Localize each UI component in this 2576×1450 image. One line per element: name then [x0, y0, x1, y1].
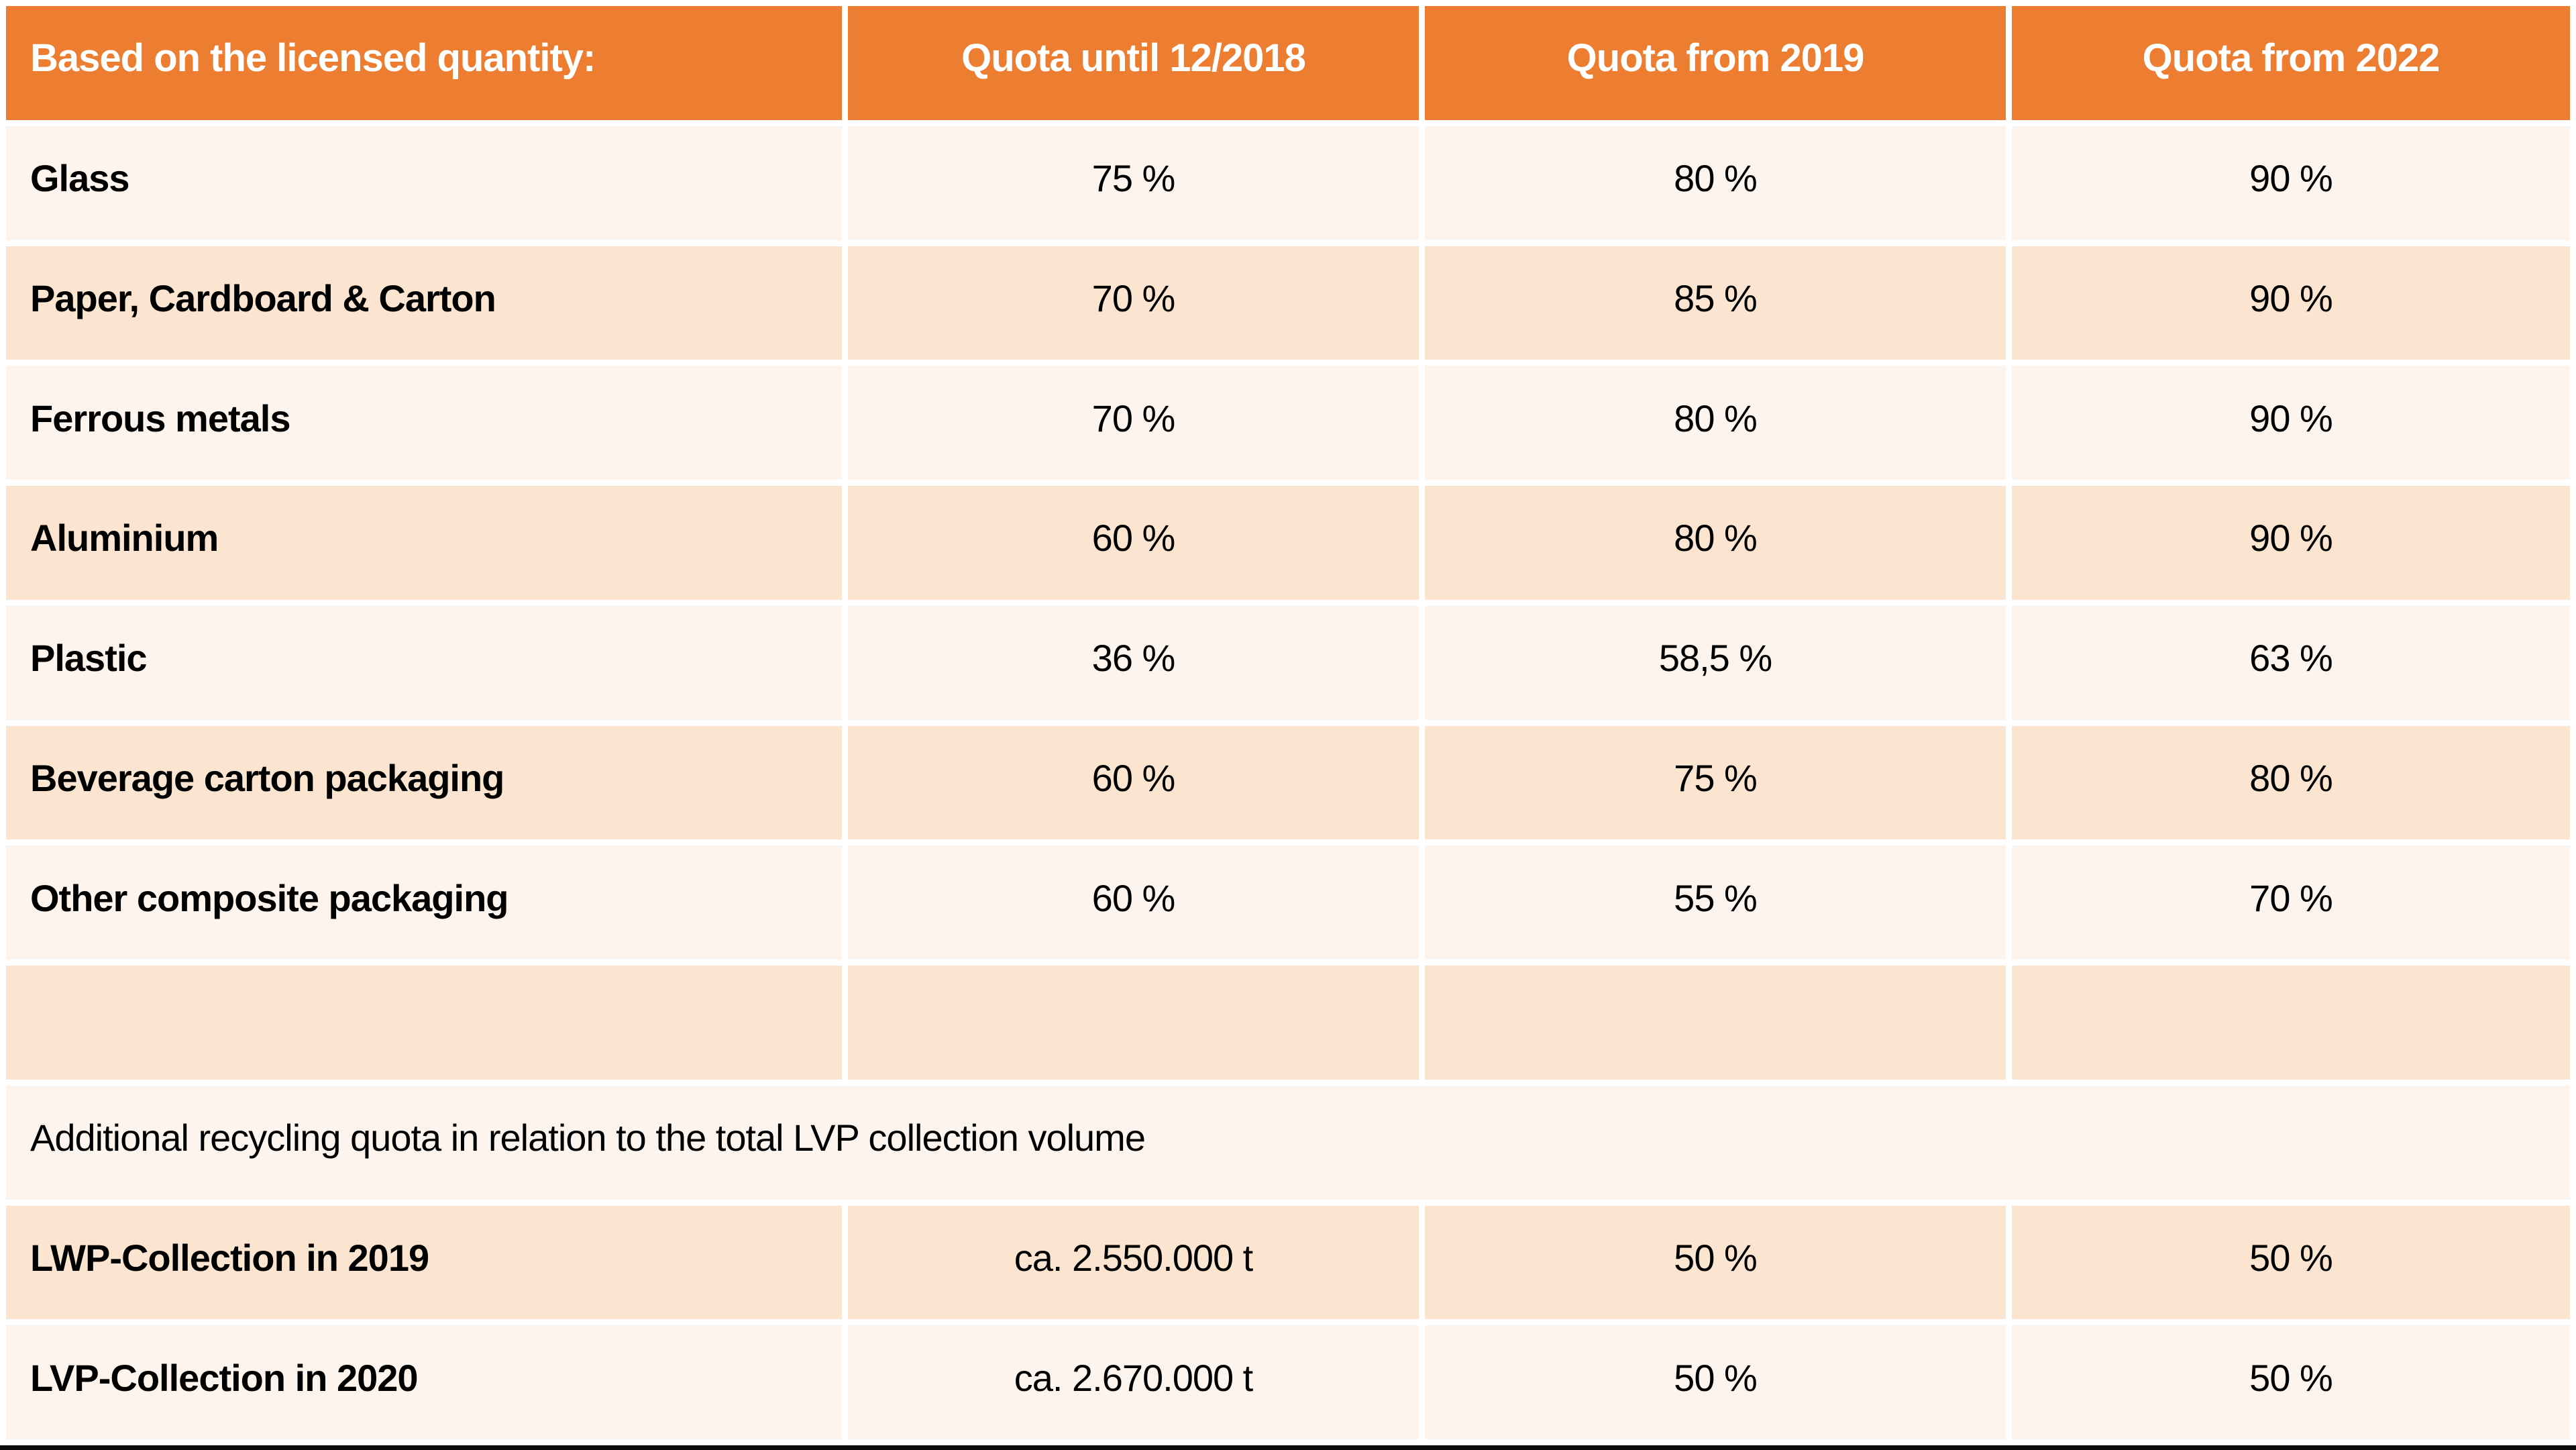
cell-plastic-quota-from-2022: 63 %: [2012, 605, 2570, 720]
row-label-lvp-collection-2020: LVP-Collection in 2020: [6, 1325, 842, 1439]
column-header-quota-from-2022: Quota from 2022: [2012, 6, 2570, 120]
row-label-ferrous-metals: Ferrous metals: [6, 366, 842, 480]
cell-lvp-2020-quota-from-2019: 50 %: [1425, 1325, 2006, 1439]
cell-aluminium-quota-until-2018: 60 %: [848, 486, 1419, 600]
cell-other-composite-quota-from-2019: 55 %: [1425, 845, 2006, 960]
cell-plastic-quota-until-2018: 36 %: [848, 605, 1419, 720]
cell-ferrous-quota-until-2018: 70 %: [848, 366, 1419, 480]
bottom-edge-bar: [0, 1445, 2576, 1450]
cell-plastic-quota-from-2019: 58,5 %: [1425, 605, 2006, 720]
row-label-glass: Glass: [6, 125, 842, 240]
row-label-aluminium: Aluminium: [6, 486, 842, 600]
note-additional-recycling-quota: Additional recycling quota in relation t…: [6, 1085, 2570, 1200]
row-label-plastic: Plastic: [6, 605, 842, 720]
cell-other-composite-quota-until-2018: 60 %: [848, 845, 1419, 960]
cell-beverage-quota-until-2018: 60 %: [848, 725, 1419, 840]
cell-glass-quota-from-2022: 90 %: [2012, 125, 2570, 240]
cell-glass-quota-until-2018: 75 %: [848, 125, 1419, 240]
column-header-quota-from-2019: Quota from 2019: [1425, 6, 2006, 120]
cell-paper-quota-until-2018: 70 %: [848, 246, 1419, 360]
row-label-beverage-carton-packaging: Beverage carton packaging: [6, 725, 842, 840]
cell-beverage-quota-from-2022: 80 %: [2012, 725, 2570, 840]
row-label-other-composite-packaging: Other composite packaging: [6, 845, 842, 960]
cell-ferrous-quota-from-2019: 80 %: [1425, 366, 2006, 480]
empty-cell: [6, 966, 842, 1080]
cell-lvp-2020-collection-volume: ca. 2.670.000 t: [848, 1325, 1419, 1439]
cell-paper-quota-from-2019: 85 %: [1425, 246, 2006, 360]
row-label-lwp-collection-2019: LWP-Collection in 2019: [6, 1205, 842, 1320]
cell-lwp-2019-quota-from-2022: 50 %: [2012, 1205, 2570, 1320]
cell-lwp-2019-collection-volume: ca. 2.550.000 t: [848, 1205, 1419, 1320]
cell-paper-quota-from-2022: 90 %: [2012, 246, 2570, 360]
cell-glass-quota-from-2019: 80 %: [1425, 125, 2006, 240]
column-header-quota-until-12-2018: Quota until 12/2018: [848, 6, 1419, 120]
empty-cell: [2012, 966, 2570, 1080]
empty-cell: [848, 966, 1419, 1080]
column-header-based-on-licensed-quantity: Based on the licensed quantity:: [6, 6, 842, 120]
cell-beverage-quota-from-2019: 75 %: [1425, 725, 2006, 840]
cell-ferrous-quota-from-2022: 90 %: [2012, 366, 2570, 480]
row-label-paper-cardboard-carton: Paper, Cardboard & Carton: [6, 246, 842, 360]
cell-aluminium-quota-from-2022: 90 %: [2012, 486, 2570, 600]
cell-lwp-2019-quota-from-2019: 50 %: [1425, 1205, 2006, 1320]
empty-cell: [1425, 966, 2006, 1080]
cell-lvp-2020-quota-from-2022: 50 %: [2012, 1325, 2570, 1439]
cell-aluminium-quota-from-2019: 80 %: [1425, 486, 2006, 600]
cell-other-composite-quota-from-2022: 70 %: [2012, 845, 2570, 960]
